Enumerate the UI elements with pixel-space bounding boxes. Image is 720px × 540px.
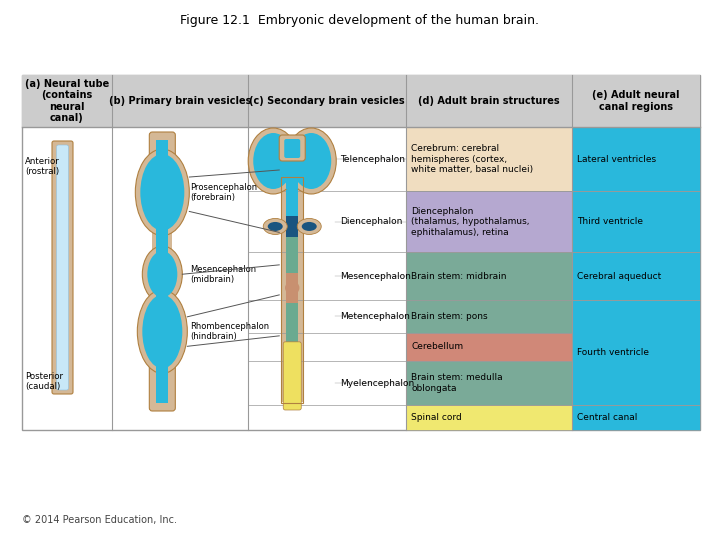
Text: Telencephalon: Telencephalon [340,154,405,164]
Text: Anterior
(rostral): Anterior (rostral) [25,157,60,177]
FancyBboxPatch shape [149,347,176,411]
Text: (a) Neural tube
(contains
neural
canal): (a) Neural tube (contains neural canal) [25,79,109,124]
Bar [156,140,168,403]
Text: Figure 12.1  Embryonic development of the human brain.: Figure 12.1 Embryonic development of the… [181,14,539,27]
Text: © 2014 Pearson Education, Inc.: © 2014 Pearson Education, Inc. [22,515,177,525]
Text: Brain stem: pons: Brain stem: pons [411,312,487,321]
Text: Mesencephalon: Mesencephalon [340,272,410,280]
FancyBboxPatch shape [149,132,176,184]
Bar [282,175,303,402]
Text: Myelencephalon: Myelencephalon [340,379,414,388]
Text: Brain stem: medulla
oblongata: Brain stem: medulla oblongata [411,373,503,393]
Text: Cerebrum: cerebral
hemispheres (cortex,
white matter, basal nuclei): Cerebrum: cerebral hemispheres (cortex, … [411,144,533,174]
Ellipse shape [302,222,317,231]
Bar [287,215,298,238]
Ellipse shape [264,219,287,234]
Ellipse shape [140,154,184,231]
Text: Diencephalon: Diencephalon [340,217,402,226]
Text: (d) Adult brain structures: (d) Adult brain structures [418,96,560,106]
FancyBboxPatch shape [283,342,301,410]
Text: Cerebral aqueduct: Cerebral aqueduct [577,272,661,280]
Ellipse shape [291,133,331,189]
Bar [153,173,172,408]
Bar [282,177,303,403]
Bar [572,406,700,430]
Bar [572,300,700,406]
Ellipse shape [138,289,187,374]
Bar [572,127,700,191]
Ellipse shape [287,128,336,194]
Text: (b) Primary brain vesicles: (b) Primary brain vesicles [109,96,251,106]
FancyBboxPatch shape [284,139,300,158]
Text: Third ventricle: Third ventricle [577,217,643,226]
Text: Central canal: Central canal [577,413,637,422]
Bar [406,406,572,430]
Text: Spinal cord: Spinal cord [411,413,462,422]
Bar [406,127,572,191]
Ellipse shape [143,295,182,368]
Bar [287,303,298,344]
Ellipse shape [268,222,283,231]
Ellipse shape [248,128,298,194]
Bar [406,333,572,361]
Bar [287,238,298,273]
Text: Prosencephalon
(forebrain): Prosencephalon (forebrain) [190,183,258,202]
Bar [287,143,298,189]
Bar [572,252,700,300]
Bar [406,191,572,252]
FancyBboxPatch shape [56,145,68,390]
Ellipse shape [297,219,321,234]
Text: Brain stem: midbrain: Brain stem: midbrain [411,272,506,280]
Bar [282,140,302,189]
Text: Rhombencephalon
(hindbrain): Rhombencephalon (hindbrain) [190,322,269,341]
FancyBboxPatch shape [279,135,305,161]
Ellipse shape [281,279,303,297]
Bar [22,75,700,127]
Ellipse shape [253,133,293,189]
Ellipse shape [148,251,177,298]
Bar [287,344,298,408]
Text: Diencephalon
(thalamus, hypothalamus,
ephithalamus), retina: Diencephalon (thalamus, hypothalamus, ep… [411,207,529,237]
Bar [406,252,572,300]
Text: Posterior
(caudal): Posterior (caudal) [25,372,63,391]
Bar [406,361,572,406]
Bar [22,75,700,430]
Ellipse shape [143,246,182,302]
Text: Cerebellum: Cerebellum [411,342,463,352]
FancyBboxPatch shape [52,141,73,394]
Ellipse shape [135,149,189,235]
Text: Metencephalon: Metencephalon [340,312,410,321]
Bar [572,191,700,252]
Bar [406,300,572,333]
Text: Lateral ventricles: Lateral ventricles [577,154,656,164]
Bar [287,273,298,303]
Text: Mesencephalon
(midbrain): Mesencephalon (midbrain) [190,265,256,284]
Text: Fourth ventricle: Fourth ventricle [577,348,649,357]
Ellipse shape [285,281,300,295]
Text: (c) Secondary brain vesicles: (c) Secondary brain vesicles [249,96,405,106]
Text: (e) Adult neural
canal regions: (e) Adult neural canal regions [593,90,680,112]
Bar [287,135,298,215]
